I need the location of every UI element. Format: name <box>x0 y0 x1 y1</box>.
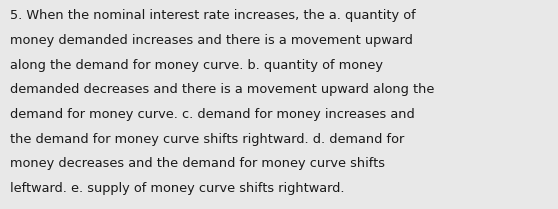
Text: money decreases and the demand for money curve shifts: money decreases and the demand for money… <box>10 157 385 170</box>
Text: demanded decreases and there is a movement upward along the: demanded decreases and there is a moveme… <box>10 83 435 96</box>
Text: along the demand for money curve. b. quantity of money: along the demand for money curve. b. qua… <box>10 59 383 72</box>
Text: the demand for money curve shifts rightward. d. demand for: the demand for money curve shifts rightw… <box>10 133 405 146</box>
Text: leftward. e. supply of money curve shifts rightward.: leftward. e. supply of money curve shift… <box>10 182 344 195</box>
Text: demand for money curve. c. demand for money increases and: demand for money curve. c. demand for mo… <box>10 108 415 121</box>
Text: money demanded increases and there is a movement upward: money demanded increases and there is a … <box>10 34 413 47</box>
Text: 5. When the nominal interest rate increases, the a. quantity of: 5. When the nominal interest rate increa… <box>10 9 416 22</box>
